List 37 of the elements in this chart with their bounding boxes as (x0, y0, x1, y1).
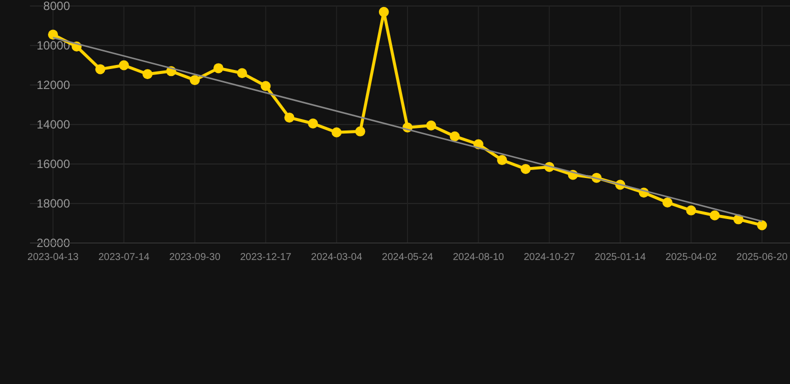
point (757, 220, 767, 230)
x-tick-label: 2024-08-10 (452, 252, 504, 264)
x-tick-label: 2024-05-24 (382, 252, 434, 264)
point (48, 30, 58, 40)
point (355, 126, 366, 136)
point (662, 198, 672, 208)
y-tick-label: 8000 (43, 0, 70, 13)
point (260, 80, 271, 91)
point (142, 69, 153, 80)
point (284, 112, 294, 123)
point (190, 75, 200, 86)
x-tick-label: 2023-04-13 (27, 252, 80, 264)
x-tick-label: 2025-04-02 (666, 252, 718, 264)
point (118, 60, 129, 70)
point (426, 120, 436, 130)
point (308, 118, 318, 129)
point (213, 63, 224, 74)
y-tick-label: 16000 (36, 156, 70, 171)
x-tick-label: 2023-12-17 (240, 252, 292, 264)
point (332, 127, 342, 138)
x-tick-label: 2023-07-14 (98, 252, 150, 264)
point (520, 164, 531, 174)
x-tick-label: 2023-09-30 (169, 252, 221, 264)
point (710, 210, 720, 220)
point (237, 68, 248, 78)
point (95, 64, 106, 74)
point (378, 6, 389, 17)
y-tick-label: 14000 (36, 117, 70, 132)
x-tick-label: 2024-03-04 (311, 252, 363, 264)
point (450, 131, 460, 142)
x-tick-label: 2025-01-14 (594, 252, 646, 264)
point (686, 205, 696, 216)
y-tick-label: 12000 (36, 78, 70, 92)
y-tick-label: 18000 (36, 196, 70, 210)
x-tick-label: 2025-06-20 (736, 252, 788, 264)
x-tick-label: 2024-10-27 (524, 252, 576, 264)
point (497, 155, 508, 166)
